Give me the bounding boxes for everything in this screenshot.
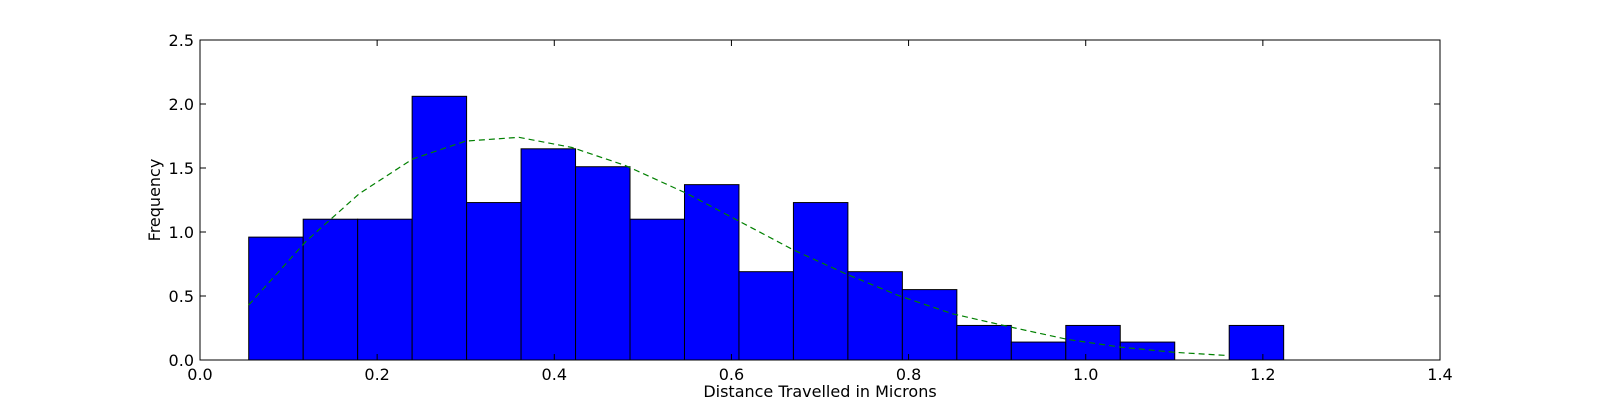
x-tick-label: 0.8 xyxy=(896,365,921,384)
histogram-bar xyxy=(357,218,413,361)
x-tick-label: 0.4 xyxy=(542,365,567,384)
y-axis-label: Frequency xyxy=(145,159,164,242)
x-tick-label: 1.2 xyxy=(1250,365,1275,384)
histogram-bar xyxy=(411,95,468,361)
y-tick-label: 0.0 xyxy=(169,351,194,370)
x-tick-label: 0.6 xyxy=(719,365,744,384)
x-tick-label: 1.0 xyxy=(1073,365,1098,384)
histogram-bars xyxy=(248,95,1285,361)
axis-tick-labels: 0.0 0.2 0.4 0.6 0.8 1.0 1.2 1.4 0.0 0.5 1.0 1.5 2.0 2… xyxy=(169,31,1453,384)
x-axis-label: Distance Travelled in Microns xyxy=(703,382,936,400)
histogram-bar xyxy=(629,218,685,361)
y-tick-label: 1.5 xyxy=(169,159,194,178)
histogram-bar xyxy=(683,184,740,361)
histogram-bar xyxy=(302,218,359,361)
x-tick-label: 1.4 xyxy=(1427,365,1452,384)
histogram-bar xyxy=(847,271,903,361)
histogram-bar xyxy=(956,324,1012,361)
fit-curve-line xyxy=(248,136,1228,357)
histogram-bar xyxy=(1010,341,1067,361)
histogram-bar xyxy=(520,148,577,361)
histogram-bar xyxy=(248,236,304,361)
axes-frame xyxy=(199,39,1441,361)
x-tick-label: 0.0 xyxy=(187,365,212,384)
histogram-bar xyxy=(1119,341,1176,361)
histogram-bar xyxy=(792,202,849,361)
axis-ticks xyxy=(199,39,1441,361)
y-tick-label: 0.5 xyxy=(169,287,194,306)
histogram-bar xyxy=(1228,324,1285,361)
histogram-bar xyxy=(901,289,958,361)
y-tick-label: 2.5 xyxy=(169,31,194,50)
y-tick-label: 2.0 xyxy=(169,95,194,114)
histogram-bar xyxy=(466,202,522,361)
histogram-bar xyxy=(575,166,631,361)
y-tick-label: 1.0 xyxy=(169,223,194,242)
x-tick-label: 0.2 xyxy=(364,365,389,384)
histogram-bar xyxy=(738,271,794,361)
